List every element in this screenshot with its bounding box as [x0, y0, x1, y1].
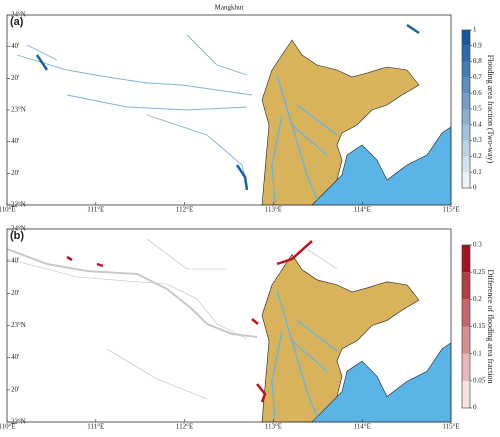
map-b	[6, 238, 452, 423]
y-tick-label: 22°N	[11, 201, 26, 209]
colorbar-tick-label: 0.1	[473, 349, 482, 357]
colorbar-bin	[462, 77, 470, 94]
y-tick-label: 40'	[11, 257, 19, 265]
colorbar-bin	[462, 156, 470, 173]
colorbar-bin	[462, 45, 470, 62]
colorbar-tick-label: 0.7	[473, 73, 482, 81]
colorbar-tick-label: 0.2	[473, 295, 482, 303]
colorbar-bin	[462, 109, 470, 125]
colorbar-bin	[462, 172, 470, 188]
x-tick-label: 114°E	[354, 423, 371, 431]
colorbar-tick-label: 0.6	[473, 89, 482, 97]
colorbar-tick-label: 0.8	[473, 57, 482, 65]
colorbar-tick-label: 0.05	[473, 376, 486, 384]
y-tick-label: 23°N	[11, 321, 26, 329]
colorbar-bin	[462, 30, 470, 46]
colorbar-tick-label: 0.3	[473, 136, 482, 144]
x-tick-label: 111°E	[87, 206, 104, 214]
y-tick-label: 24°N	[11, 11, 26, 19]
colorbar-bin	[462, 380, 470, 408]
y-tick-label: 20'	[11, 74, 19, 82]
map-a	[16, 23, 452, 206]
y-tick-label: 22°N	[11, 418, 26, 426]
colorbar-tick-label: 0	[473, 404, 477, 412]
colorbar-frame	[461, 29, 471, 189]
panel-label: (a)	[10, 16, 24, 28]
colorbar-tick-label: 0.5	[473, 105, 482, 113]
panel-label: (b)	[10, 230, 24, 242]
y-tick-label: 23°N	[11, 106, 26, 114]
colorbar-tick-label: 0.4	[473, 120, 482, 128]
y-tick-label: 20'	[11, 385, 19, 393]
x-tick-label: 115°E	[442, 423, 459, 431]
y-tick-label: 20'	[11, 169, 19, 177]
x-tick-label: 110°E	[0, 423, 16, 431]
colorbar-tick-label: 0.25	[473, 268, 486, 276]
colorbar-bin	[462, 124, 470, 141]
colorbar-bin	[462, 61, 470, 78]
colorbar-tick-label: 0.1	[473, 168, 482, 176]
colorbar-tick-label: 0.9	[473, 41, 482, 49]
colorbar-bin	[462, 326, 470, 354]
colorbar-tick-label: 0	[473, 184, 477, 192]
colorbar-bin	[462, 140, 470, 157]
x-tick-label: 112°E	[176, 423, 193, 431]
x-tick-label: 115°E	[442, 206, 459, 214]
colorbar-bin	[462, 299, 470, 327]
colorbar-label: Flooding area fraction (Two-way)	[486, 55, 495, 164]
x-tick-label: 111°E	[87, 423, 104, 431]
x-tick-label: 113°E	[265, 206, 282, 214]
x-tick-label: 110°E	[0, 206, 16, 214]
colorbar-frame	[461, 244, 471, 409]
colorbar-bin	[462, 93, 470, 109]
colorbar-bin	[462, 272, 470, 300]
colorbar-bin	[462, 245, 470, 273]
colorbar-tick-label: 0.15	[473, 322, 486, 330]
x-tick-label: 114°E	[354, 206, 371, 214]
x-tick-label: 113°E	[265, 423, 282, 431]
figure-title: Mangkhut	[215, 4, 244, 12]
y-tick-label: 40'	[11, 42, 19, 50]
x-tick-label: 112°E	[176, 206, 193, 214]
colorbar-tick-label: 0.2	[473, 152, 482, 160]
y-tick-label: 20'	[11, 289, 19, 297]
colorbar-label: Difference of flooding area fraction	[486, 269, 495, 383]
colorbar-bin	[462, 353, 470, 381]
y-tick-label: 24°N	[11, 225, 26, 233]
colorbar-tick-label: 1	[473, 26, 477, 34]
y-tick-label: 40'	[11, 353, 19, 361]
y-tick-label: 40'	[11, 137, 19, 145]
colorbar-tick-label: 0.3	[473, 241, 482, 249]
